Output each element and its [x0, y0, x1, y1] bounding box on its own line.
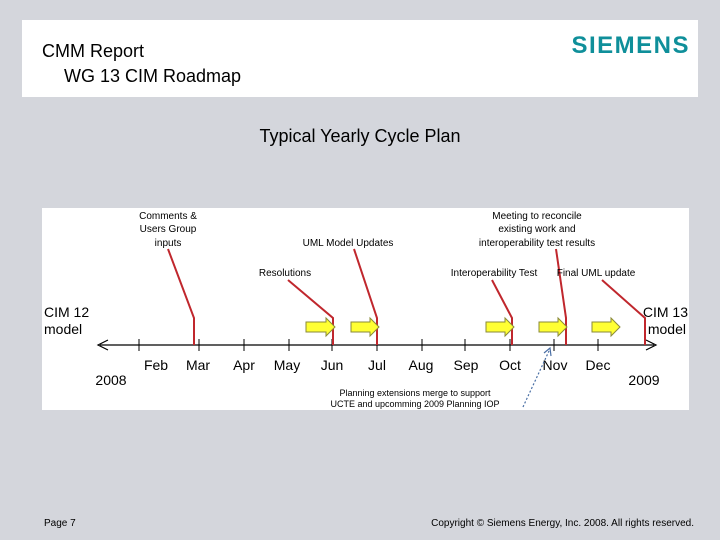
work-period-arrows — [305, 316, 621, 338]
annotation-meeting-line3: interoperability test results — [479, 238, 595, 249]
milestone-comments-line — [167, 248, 195, 345]
month-label-mar: Mar — [186, 357, 210, 373]
month-label-oct: Oct — [499, 357, 521, 373]
work-arrow-oct — [485, 316, 515, 338]
annotation-meeting-line1: Meeting to reconcile — [492, 211, 582, 222]
timeline-panel: Feb Mar Apr May Jun Jul Aug Sep Oct Nov … — [42, 208, 689, 410]
month-label-apr: Apr — [233, 357, 255, 373]
milestone-interop-line — [491, 279, 513, 345]
work-arrow-jun — [305, 316, 336, 338]
annotation-interop-test: Interoperability Test — [451, 268, 538, 279]
axis-ticks — [138, 339, 599, 351]
annotation-final-uml: Final UML update — [557, 268, 636, 279]
month-label-feb: Feb — [144, 357, 168, 373]
work-arrow-jul — [350, 316, 380, 338]
milestone-meeting-line — [555, 248, 567, 345]
month-label-may: May — [274, 357, 300, 373]
milestone-lines — [167, 248, 646, 345]
annotation-resolutions: Resolutions — [259, 268, 311, 279]
annotation-uml-updates: UML Model Updates — [303, 238, 394, 249]
copyright-notice: Copyright © Siemens Energy, Inc. 2008. A… — [431, 518, 694, 529]
milestone-final-uml-line — [601, 279, 646, 345]
siemens-logo: SIEMENS — [571, 32, 690, 59]
month-label-aug: Aug — [409, 357, 434, 373]
planning-pointer — [522, 346, 552, 408]
end-model-label-line1: CIM 13 — [643, 304, 688, 320]
header-bar: CMM Report WG 13 CIM Roadmap SIEMENS — [22, 20, 698, 97]
start-year-label: 2008 — [95, 372, 126, 388]
report-title: CMM Report — [42, 41, 145, 61]
month-label-sep: Sep — [454, 357, 479, 373]
month-label-nov: Nov — [543, 357, 568, 373]
milestone-resolutions-line — [287, 279, 334, 345]
annotation-meeting-line2: existing work and — [498, 224, 575, 235]
work-arrow-nov — [538, 316, 568, 338]
timeline-diagram: Feb Mar Apr May Jun Jul Aug Sep Oct Nov … — [44, 211, 688, 409]
page-number: Page 7 — [44, 518, 76, 529]
month-label-jun: Jun — [321, 357, 344, 373]
month-label-jul: Jul — [368, 357, 386, 373]
annotation-comments-line2: Users Group — [140, 224, 197, 235]
start-model-label-line1: CIM 12 — [44, 304, 89, 320]
axis-right-arrowhead — [645, 339, 658, 351]
annotation-planning-line2: UCTE and upcomming 2009 Planning IOP — [330, 399, 499, 409]
annotation-comments-line1: Comments & — [139, 211, 197, 222]
end-model-label-line2: model — [648, 321, 686, 337]
start-model-label-line2: model — [44, 321, 82, 337]
axis-left-arrowhead — [96, 339, 109, 351]
page-title: Typical Yearly Cycle Plan — [259, 126, 461, 146]
report-subtitle: WG 13 CIM Roadmap — [64, 66, 242, 86]
annotation-comments-line3: inputs — [155, 238, 182, 249]
month-label-dec: Dec — [586, 357, 611, 373]
milestone-uml-updates-line — [353, 248, 378, 345]
annotation-planning-line1: Planning extensions merge to support — [339, 388, 491, 398]
end-year-label: 2009 — [628, 372, 659, 388]
work-arrow-dec — [591, 316, 621, 338]
